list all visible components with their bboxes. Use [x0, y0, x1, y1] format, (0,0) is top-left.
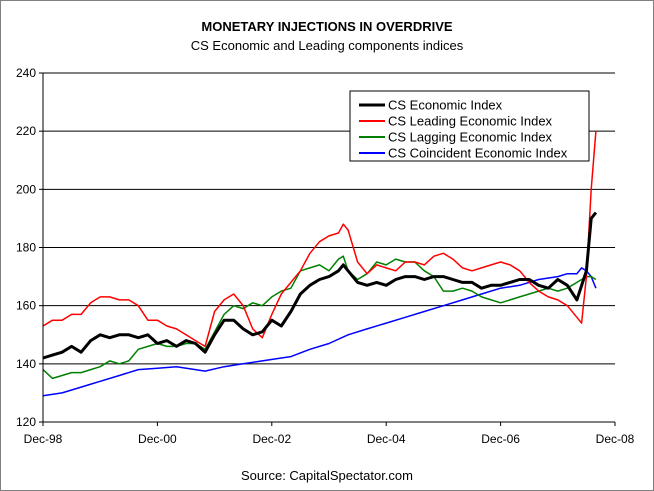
y-tick-label: 120: [16, 415, 36, 429]
source-note: Source: CapitalSpectator.com: [241, 468, 413, 483]
series-line-cs-leading-economic-index: [42, 131, 597, 348]
y-tick-label: 140: [16, 357, 36, 371]
legend-label-cs-leading-economic-index: CS Leading Economic Index: [388, 114, 553, 129]
axes: 120 140 160 180 200 220 240 Dec-98 Dec-00 Dec-02 D…: [16, 66, 635, 446]
chart-subtitle: CS Economic and Leading components indic…: [191, 38, 464, 53]
y-tick-label: 240: [16, 66, 36, 80]
y-tick-label: 180: [16, 241, 36, 255]
series-lines: [42, 131, 598, 397]
x-tick-label: Dec-08: [596, 432, 635, 446]
legend-label-cs-lagging-economic-index: CS Lagging Economic Index: [388, 130, 553, 145]
x-tick-label: Dec-02: [252, 432, 291, 446]
legend-label-cs-economic-index: CS Economic Index: [388, 98, 503, 113]
x-tick-label: Dec-04: [367, 432, 406, 446]
legend-label-cs-coincident-economic-index: CS Coincident Economic Index: [388, 146, 568, 161]
series-line-cs-lagging-economic-index: [42, 255, 597, 380]
y-tick-label: 160: [16, 299, 36, 313]
legend-box: [349, 90, 590, 162]
x-tick-label: Dec-06: [481, 432, 520, 446]
y-tick-label: 220: [16, 124, 36, 138]
chart-title: MONETARY INJECTIONS IN OVERDRIVE: [201, 19, 452, 34]
series-line-cs-coincident-economic-index: [42, 267, 597, 397]
y-tick-label: 200: [16, 182, 36, 196]
series-line-cs-economic-index: [42, 211, 598, 360]
x-tick-label: Dec-00: [138, 432, 177, 446]
x-tick-label: Dec-98: [24, 432, 63, 446]
